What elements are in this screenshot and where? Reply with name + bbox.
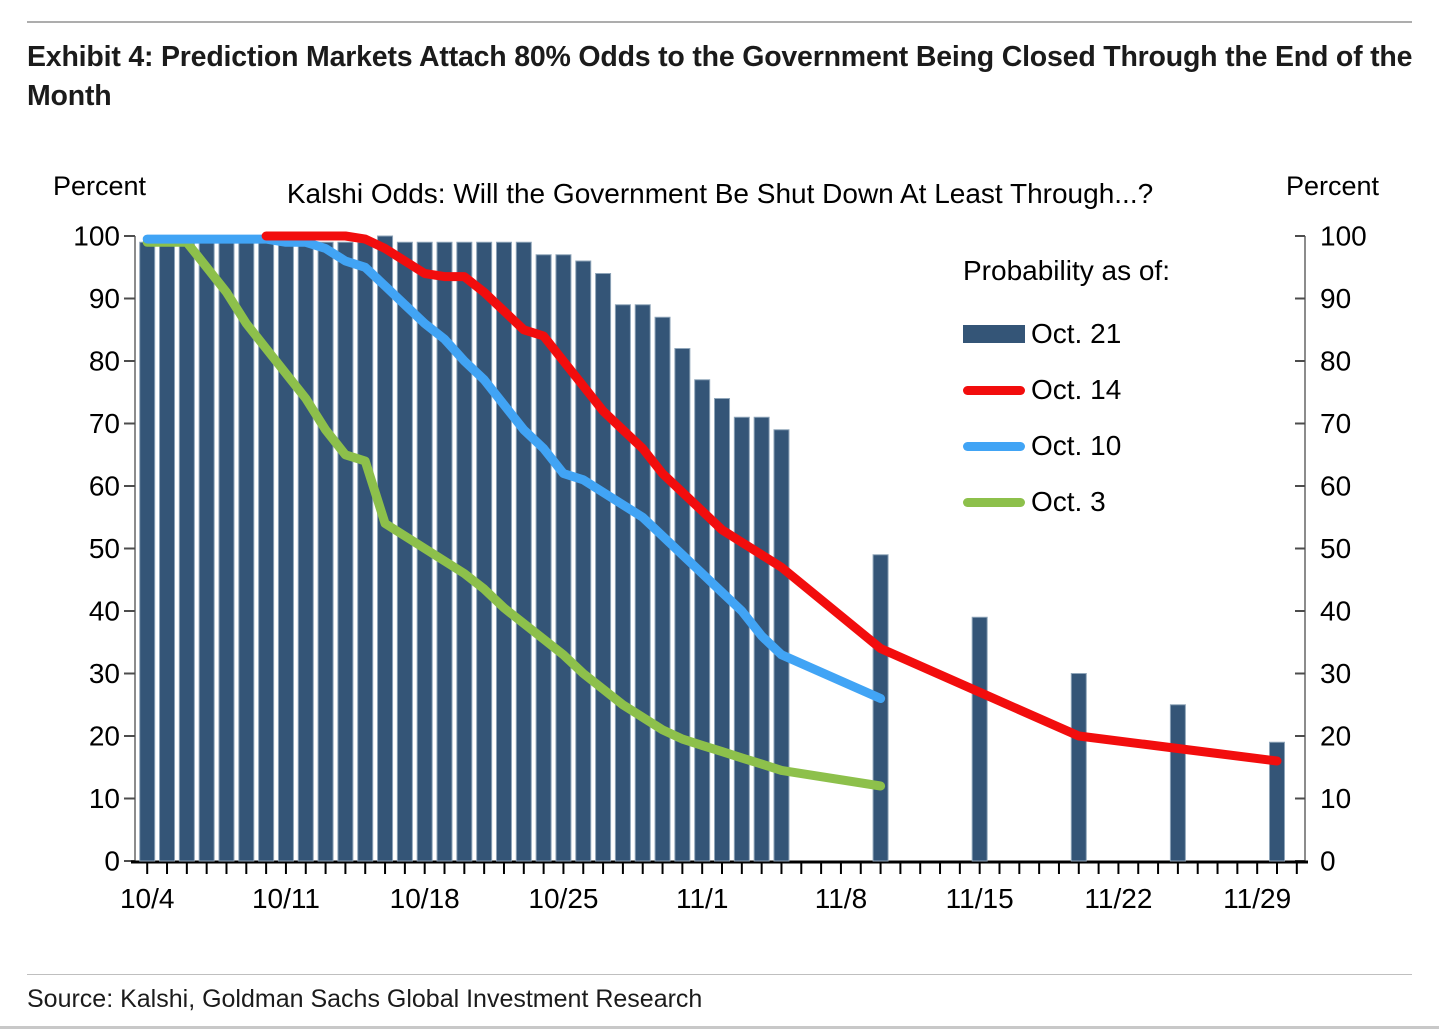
svg-text:30: 30 [89,658,120,689]
source-divider [27,974,1412,975]
legend: Probability as of: Oct. 21 Oct. 14 Oct. … [963,255,1263,541]
svg-text:100: 100 [73,221,120,252]
svg-text:90: 90 [89,283,120,314]
svg-text:50: 50 [1320,533,1351,564]
svg-text:11/1: 11/1 [676,883,728,914]
source-attribution: Source: Kalshi, Goldman Sachs Global Inv… [27,985,703,1013]
svg-text:20: 20 [1320,721,1351,752]
svg-text:11/8: 11/8 [815,883,867,914]
legend-title: Probability as of: [963,255,1170,286]
svg-text:10/4: 10/4 [120,883,175,914]
svg-text:11/15: 11/15 [946,883,1014,914]
legend-item-oct3: Oct. 3 [963,485,1263,519]
legend-item-oct10: Oct. 10 [963,429,1263,463]
bar-swatch-icon [963,325,1025,343]
exhibit-title: Exhibit 4: Prediction Markets Attach 80%… [27,41,1413,113]
legend-item-oct21: Oct. 21 [963,317,1263,351]
svg-text:80: 80 [1320,346,1351,377]
svg-text:10/11: 10/11 [252,883,320,914]
right-axis-unit-label: Percent [1286,171,1380,201]
top-divider [27,21,1412,23]
svg-text:10/25: 10/25 [528,883,598,914]
svg-text:40: 40 [1320,596,1351,627]
svg-text:70: 70 [1320,408,1351,439]
line-swatch-icon [963,385,1025,395]
svg-text:90: 90 [1320,283,1351,314]
legend-item-label: Oct. 3 [1031,486,1106,517]
line-swatch-icon [963,497,1025,507]
svg-text:60: 60 [1320,471,1351,502]
svg-text:40: 40 [89,596,120,627]
svg-text:20: 20 [89,721,120,752]
svg-text:70: 70 [89,408,120,439]
svg-text:0: 0 [104,846,120,877]
svg-text:11/22: 11/22 [1084,883,1152,914]
svg-text:30: 30 [1320,658,1351,689]
svg-text:10: 10 [89,783,120,814]
legend-item-label: Oct. 10 [1031,430,1122,461]
svg-text:10/18: 10/18 [390,883,460,914]
svg-text:0: 0 [1320,846,1336,877]
svg-text:60: 60 [89,471,120,502]
left-axis-unit-label: Percent [53,171,147,201]
bottom-divider [0,1026,1439,1029]
svg-text:50: 50 [89,533,120,564]
legend-item-oct14: Oct. 14 [963,373,1263,407]
svg-text:80: 80 [89,346,120,377]
chart-title: Kalshi Odds: Will the Government Be Shut… [286,178,1154,209]
legend-item-label: Oct. 21 [1031,318,1122,349]
svg-text:10: 10 [1320,783,1351,814]
svg-text:100: 100 [1320,221,1367,252]
legend-item-label: Oct. 14 [1031,374,1122,405]
line-swatch-icon [963,441,1025,451]
svg-text:11/29: 11/29 [1223,883,1291,914]
